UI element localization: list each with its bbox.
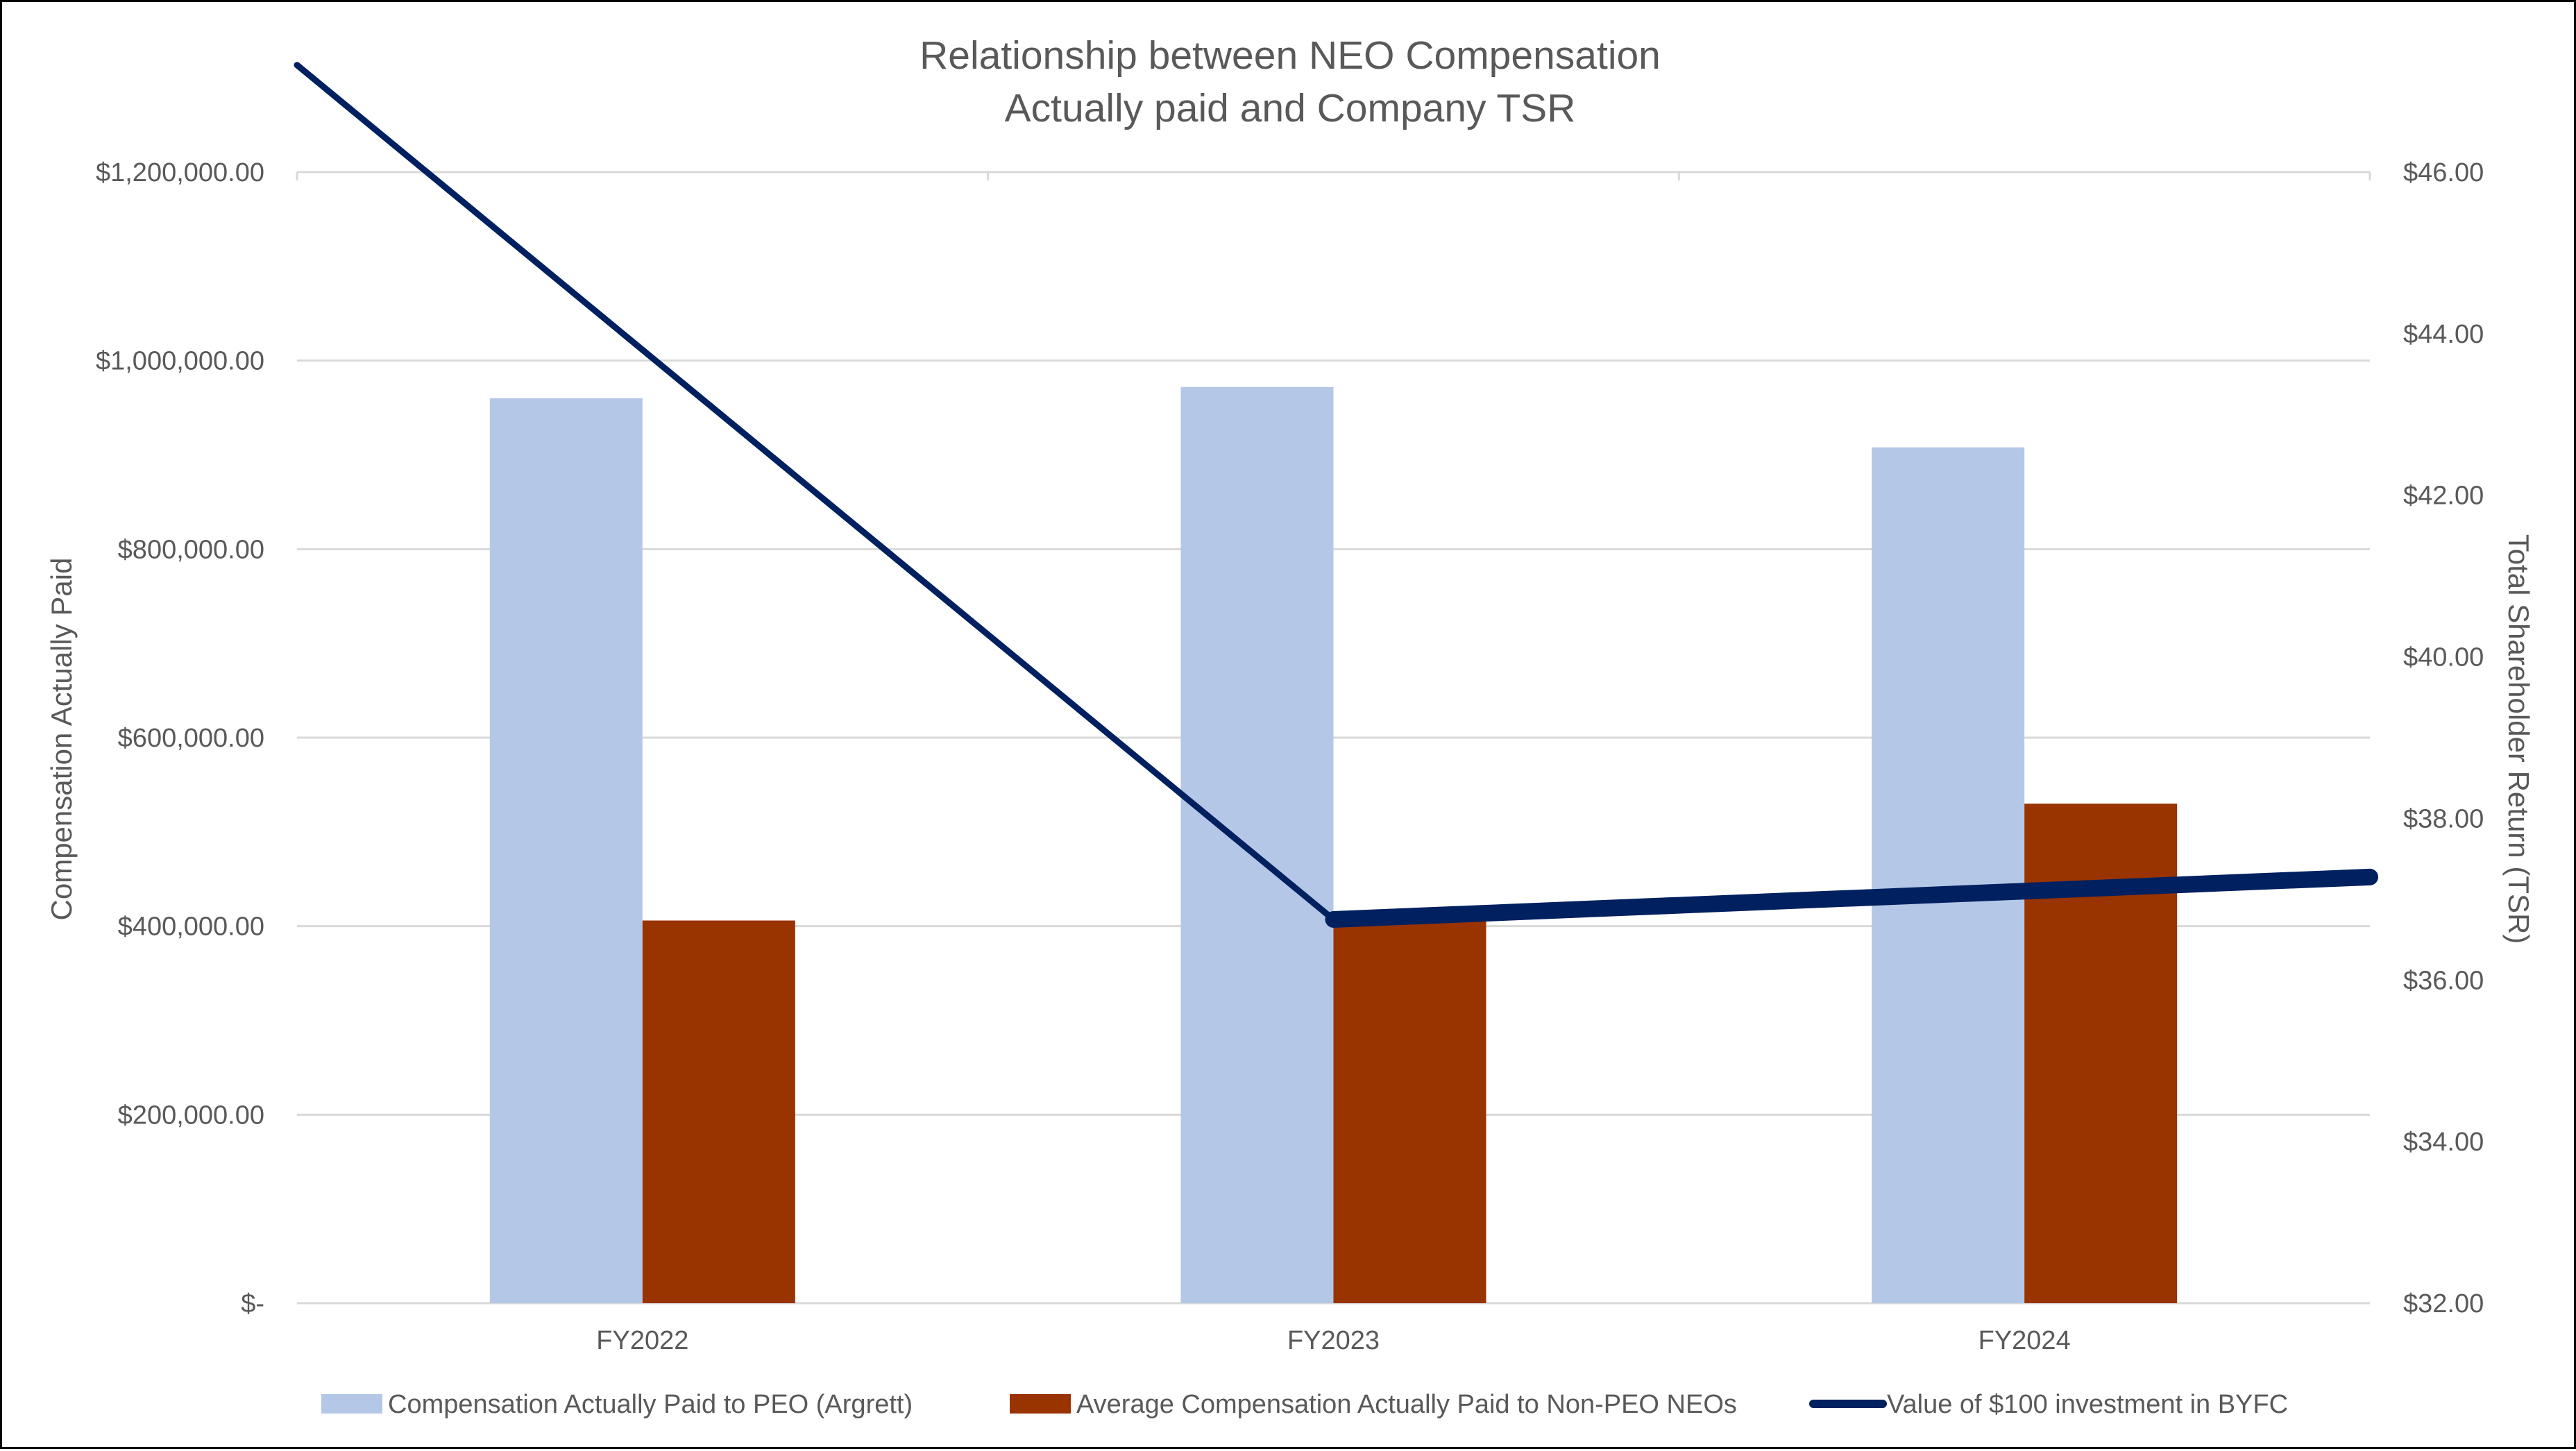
legend-swatch-2 [1010, 1394, 1071, 1414]
chart-title-line-2: Actually paid and Company TSR [1005, 86, 1576, 130]
right-axis-ticks: $32.00 $34.00 $36.00 $38.00 $40.00 $42.00 $44.… [2403, 158, 2484, 1318]
left-tick-label-3: $600,000.00 [118, 724, 264, 753]
right-tick-label-0: $32.00 [2403, 1289, 2484, 1318]
tsr-line-segment-1 [297, 65, 643, 350]
left-tick-label-2: $400,000.00 [118, 913, 264, 942]
left-tick-label-4: $800,000.00 [118, 535, 264, 564]
legend: Compensation Actually Paid to PEO (Argre… [321, 1390, 2288, 1419]
right-tick-label-2: $36.00 [2403, 966, 2484, 995]
legend-label-1: Compensation Actually Paid to PEO (Argre… [388, 1390, 913, 1419]
legend-label-3: Value of $100 investment in BYFC [1887, 1390, 2288, 1419]
bar-series2-fy2023 [1334, 919, 1486, 1303]
bar-series2-fy2022 [643, 921, 795, 1303]
right-tick-label-5: $42.00 [2403, 482, 2484, 511]
left-tick-label-6: $1,200,000.00 [96, 158, 264, 187]
right-tick-label-7: $46.00 [2403, 158, 2484, 187]
bar-series1-fy2023 [1181, 387, 1334, 1303]
right-tick-label-3: $38.00 [2403, 804, 2484, 833]
chart-title-line-1: Relationship between NEO Compensation [920, 33, 1661, 78]
right-tick-label-4: $40.00 [2403, 643, 2484, 672]
right-tick-label-1: $34.00 [2403, 1128, 2484, 1157]
x-category-label-fy2023: FY2023 [1287, 1326, 1380, 1355]
x-category-label-fy2022: FY2022 [596, 1326, 688, 1355]
left-tick-label-5: $1,000,000.00 [96, 347, 264, 376]
bar-marks [490, 387, 2177, 1303]
legend-swatch-1 [321, 1394, 382, 1414]
right-tick-label-6: $44.00 [2403, 320, 2484, 349]
bar-series1-fy2024 [1872, 448, 2024, 1303]
bar-series1-fy2022 [490, 398, 643, 1303]
left-axis-ticks: $- $200,000.00 $400,000.00 $600,000.00 $800,… [96, 158, 264, 1318]
legend-label-2: Average Compensation Actually Paid to No… [1076, 1390, 1737, 1419]
left-tick-label-0: $- [241, 1289, 264, 1318]
left-axis-title: Compensation Actually Paid [45, 558, 78, 921]
left-tick-label-1: $200,000.00 [118, 1101, 264, 1130]
x-axis-categories: FY2022 FY2023 FY2024 [596, 1326, 2070, 1355]
x-category-label-fy2024: FY2024 [1978, 1326, 2071, 1355]
right-axis-title: Total Shareholder Return (TSR) [2502, 534, 2535, 944]
